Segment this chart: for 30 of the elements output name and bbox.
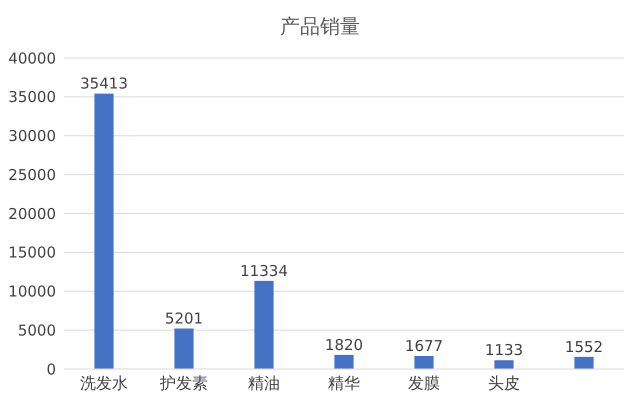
y-tick-label: 15000 xyxy=(8,244,56,262)
y-tick-label: 10000 xyxy=(8,282,56,301)
bar xyxy=(414,356,434,369)
bar xyxy=(254,280,274,369)
data-label: 35413 xyxy=(80,74,128,93)
y-tick-label: 0 xyxy=(46,360,56,378)
chart-title: 产品销量 xyxy=(279,13,361,40)
data-label: 1820 xyxy=(324,336,364,354)
data-label: 1552 xyxy=(564,338,604,356)
bar xyxy=(574,356,594,369)
data-label: 11334 xyxy=(240,262,288,280)
bar xyxy=(94,94,114,369)
x-tick-label: 洗发水 xyxy=(80,373,128,392)
data-label: 1133 xyxy=(484,341,524,360)
y-tick-label: 25000 xyxy=(8,166,56,184)
bar xyxy=(494,360,514,369)
data-label: 5201 xyxy=(164,310,204,328)
x-tick-label: 精华 xyxy=(328,373,360,392)
x-tick-label: 发膜 xyxy=(408,373,440,392)
bar xyxy=(174,328,194,369)
x-tick-label: 护发素 xyxy=(159,373,208,392)
y-tick-label: 5000 xyxy=(18,321,56,340)
y-tick-label: 30000 xyxy=(8,127,56,146)
y-tick-label: 35000 xyxy=(8,88,56,106)
bar xyxy=(334,354,354,369)
x-tick-label: 精油 xyxy=(248,373,280,392)
x-tick-label: 头皮 xyxy=(488,373,520,392)
y-tick-label: 40000 xyxy=(8,49,56,68)
data-label: 1677 xyxy=(404,336,444,355)
y-tick-label: 20000 xyxy=(8,204,56,223)
